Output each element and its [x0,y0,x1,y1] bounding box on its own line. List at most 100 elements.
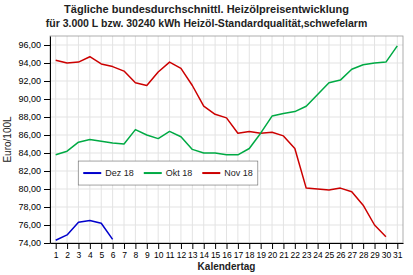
tick: 9 [145,243,150,260]
x-axis: 1234567891011121314151617181920212223242… [51,243,404,260]
tick: 86,00 [18,130,50,140]
tick: 25 [325,243,335,260]
tick: 92,00 [18,76,50,86]
tick: 29 [370,243,380,260]
tick-label: 8 [134,250,139,260]
tick: 76,00 [18,220,50,230]
tick-label: 84,00 [18,148,41,158]
tick: 20 [268,243,278,260]
y-axis: 74,0076,0078,0080,0082,0084,0086,0088,00… [18,37,50,249]
grid-line [50,81,403,82]
tick-mark [158,243,159,249]
tick-mark [295,243,296,249]
tick: 78,00 [18,202,50,212]
tick: 88,00 [18,112,50,122]
tick-label: 1 [54,250,59,260]
tick-label: 94,00 [18,58,41,68]
tick-mark [170,243,171,249]
tick-mark [101,243,102,249]
tick-mark [44,243,50,244]
tick-mark [249,243,250,249]
tick-mark [44,225,50,226]
grid-line [397,36,398,243]
tick: 74,00 [18,238,50,248]
tick-mark [67,243,68,249]
tick: 82,00 [18,166,50,176]
tick-label: 16 [222,250,232,260]
tick: 14 [199,243,209,260]
grid-line [135,36,136,243]
tick-label: 13 [188,250,198,260]
tick-mark [283,243,284,249]
tick-label: 28 [359,250,369,260]
tick-mark [204,243,205,249]
tick-label: 74,00 [18,238,41,248]
tick: 31 [393,243,403,260]
chart: Tägliche bundesdurchschnittl. Heizölprei… [0,0,413,275]
grid-line [283,36,284,243]
subtitle: für 3.000 L bzw. 30240 kWh Heizöl-Standa… [46,17,368,29]
tick: 12 [177,243,187,260]
tick: 2 [65,243,70,260]
tick-mark [306,243,307,249]
grid-line [50,45,403,46]
legend-swatch [202,172,220,174]
grid-line [272,36,273,243]
grid-line [50,153,403,154]
tick-label: 6 [111,250,116,260]
title: Tägliche bundesdurchschnittl. Heizölprei… [64,3,349,15]
tick-label: 7 [122,250,127,260]
tick-mark [181,243,182,249]
tick: 19 [256,243,266,260]
grid-line [146,36,147,243]
tick-mark [44,207,50,208]
tick-label: 2 [65,250,70,260]
axis-line [50,37,51,244]
tick-label: 96,00 [18,40,41,50]
tick-mark [215,243,216,249]
tick-label: 20 [268,250,278,260]
tick-mark [386,243,387,249]
tick-mark [318,243,319,249]
series-line [56,57,386,237]
tick-label: 76,00 [18,220,41,230]
tick-label: 29 [370,250,380,260]
tick-label: 27 [348,250,358,260]
legend-frame [78,161,258,185]
grid-line [169,36,170,243]
grid-line [306,36,307,243]
legend: Dez 18Okt 18Nov 18 [78,161,258,185]
tick-label: 30 [382,250,392,260]
tick-mark [44,117,50,118]
tick-label: 78,00 [18,202,41,212]
tick: 11 [166,243,175,260]
tick-label: 14 [199,250,209,260]
tick-mark [363,243,364,249]
tick-mark [44,63,50,64]
tick-label: 24 [313,250,323,260]
tick: 8 [134,243,139,260]
tick: 90,00 [18,94,50,104]
tick-mark [56,243,57,249]
tick-mark [44,153,50,154]
grid-line [340,36,341,243]
tick-mark [340,243,341,249]
tick: 7 [122,243,127,260]
plot: 1234567891011121314151617181920212223242… [18,36,403,260]
tick-label: 17 [234,250,244,260]
tick-mark [44,135,50,136]
tick: 6 [111,243,116,260]
tick-label: 10 [154,250,164,260]
tick-mark [238,243,239,249]
legend-label: Okt 18 [166,168,193,178]
legend-swatch [83,172,101,174]
tick-mark [44,189,50,190]
tick-label: 86,00 [18,130,41,140]
tick-label: 31 [393,250,403,260]
tick: 15 [211,243,221,260]
tick: 13 [188,243,198,260]
tick: 3 [77,243,82,260]
tick: 28 [359,243,369,260]
grid-line [317,36,318,243]
tick-label: 82,00 [18,166,41,176]
